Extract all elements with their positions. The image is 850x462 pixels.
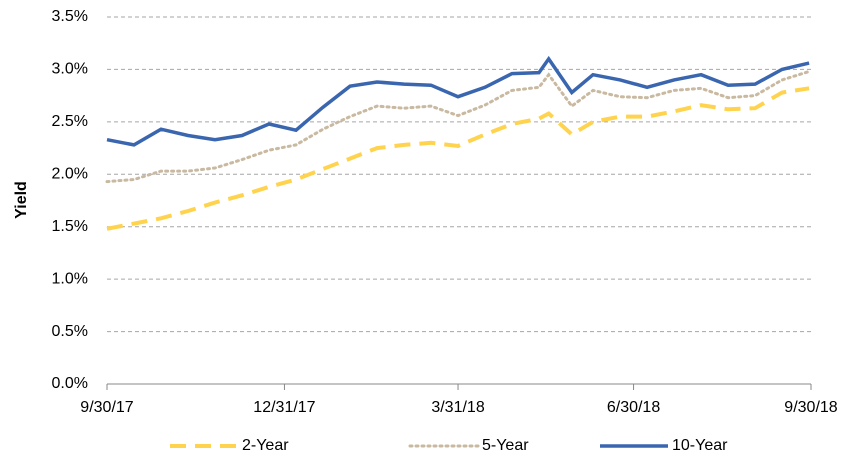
y-tick-label: 2.5%: [52, 113, 88, 130]
x-tick-label: 6/30/18: [607, 399, 660, 416]
y-tick-label: 3.0%: [52, 61, 88, 78]
y-tick-label: 0.0%: [52, 375, 88, 392]
x-tick-label: 9/30/18: [784, 399, 837, 416]
y-axis-label: Yield: [13, 181, 30, 219]
y-tick-label: 0.5%: [52, 323, 88, 340]
y-tick-label: 3.5%: [52, 8, 88, 25]
line-series: [106, 55, 810, 147]
line-series: [106, 86, 810, 231]
legend-label: 5-Year: [482, 437, 529, 454]
x-tick-label: 12/31/17: [253, 399, 315, 416]
line-series: [105, 70, 811, 184]
y-tick-label: 2.0%: [52, 166, 88, 183]
legend-label: 2-Year: [242, 437, 289, 454]
x-tick-label: 3/31/18: [431, 399, 484, 416]
y-tick-label: 1.5%: [52, 218, 88, 235]
x-tick-label: 9/30/17: [80, 399, 133, 416]
legend-label: 10-Year: [672, 437, 728, 454]
y-tick-label: 1.0%: [52, 270, 88, 287]
